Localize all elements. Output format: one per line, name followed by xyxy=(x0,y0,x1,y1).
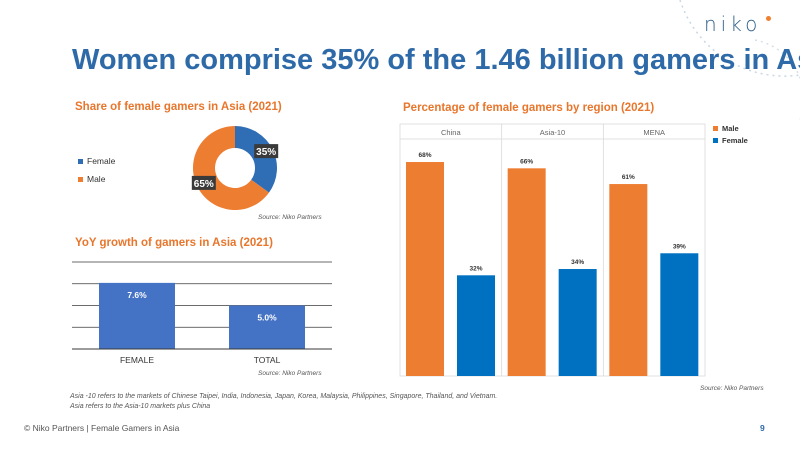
legend-male: Male xyxy=(78,170,115,188)
region-legend-label-male: Male xyxy=(722,124,739,133)
footer-copyright: © Niko Partners | Female Gamers in Asia xyxy=(24,423,180,433)
niko-logo: niko xyxy=(704,12,772,36)
decorative-arcs xyxy=(679,0,800,120)
donut-data-label-male: 65% xyxy=(194,179,214,190)
donut-legend: Female Male xyxy=(78,152,115,188)
yoy-data-label-female: 7.6% xyxy=(127,290,147,300)
region-chart-title: Percentage of female gamers by region (2… xyxy=(403,102,655,114)
donut-label-bg-female xyxy=(254,144,279,159)
region-bar-china-male xyxy=(406,162,444,376)
donut-source: Source: Niko Partners xyxy=(258,214,322,221)
region-source: Source: Niko Partners xyxy=(700,385,764,392)
region-legend-label-female: Female xyxy=(722,136,748,145)
region-legend-swatch-male xyxy=(713,126,718,131)
region-data-label-asia-10-male: 66% xyxy=(520,158,533,165)
region-bar-chart: China 68% 32% Asia-10 66% 34% MENA 61% 39% Male Fe… xyxy=(399,123,748,377)
region-bar-mena-male xyxy=(609,184,648,376)
region-data-label-mena-male: 61% xyxy=(622,174,635,181)
region-bar-china-female xyxy=(457,275,495,376)
donut-slice-female xyxy=(235,126,277,193)
yoy-category-label-female: FEMALE xyxy=(120,355,154,365)
region-data-label-china-male: 68% xyxy=(418,152,431,159)
region-data-label-mena-female: 39% xyxy=(673,243,686,250)
region-data-label-china-female: 32% xyxy=(469,265,482,272)
donut-label-bg-male xyxy=(191,175,216,190)
region-bar-mena-female xyxy=(660,253,699,376)
region-category-label-mena: MENA xyxy=(643,128,665,137)
yoy-source: Source: Niko Partners xyxy=(258,370,322,377)
region-category-label-asia-10: Asia-10 xyxy=(540,128,565,137)
page-title: Women comprise 35% of the 1.46 billion g… xyxy=(72,44,800,76)
yoy-chart-title: YoY growth of gamers in Asia (2021) xyxy=(75,237,273,249)
donut-data-label-female: 35% xyxy=(256,147,276,158)
legend-female: Female xyxy=(78,152,115,170)
region-data-label-asia-10-female: 34% xyxy=(571,259,584,266)
region-bar-asia-10-male xyxy=(507,168,546,376)
footnote: Asia -10 refers to the markets of Chines… xyxy=(70,392,497,412)
yoy-bar-female xyxy=(99,282,175,349)
region-plot-frame xyxy=(399,123,706,377)
yoy-category-label-total: TOTAL xyxy=(254,355,281,365)
yoy-bar-total xyxy=(229,305,305,349)
region-category-label-china: China xyxy=(441,128,461,137)
page-number: 9 xyxy=(760,423,765,433)
yoy-data-label-total: 5.0% xyxy=(257,313,277,323)
region-legend-swatch-female xyxy=(713,138,718,143)
donut-chart: 35% 65% xyxy=(191,126,279,210)
donut-chart-title: Share of female gamers in Asia (2021) xyxy=(75,101,282,113)
region-bar-asia-10-female xyxy=(558,269,597,376)
footnote-line-2: Asia refers to the Asia-10 markets plus … xyxy=(70,403,211,410)
yoy-bar-chart: 7.6% FEMALE 5.0% TOTAL xyxy=(72,261,332,365)
footnote-line-1: Asia -10 refers to the markets of Chines… xyxy=(70,393,498,400)
